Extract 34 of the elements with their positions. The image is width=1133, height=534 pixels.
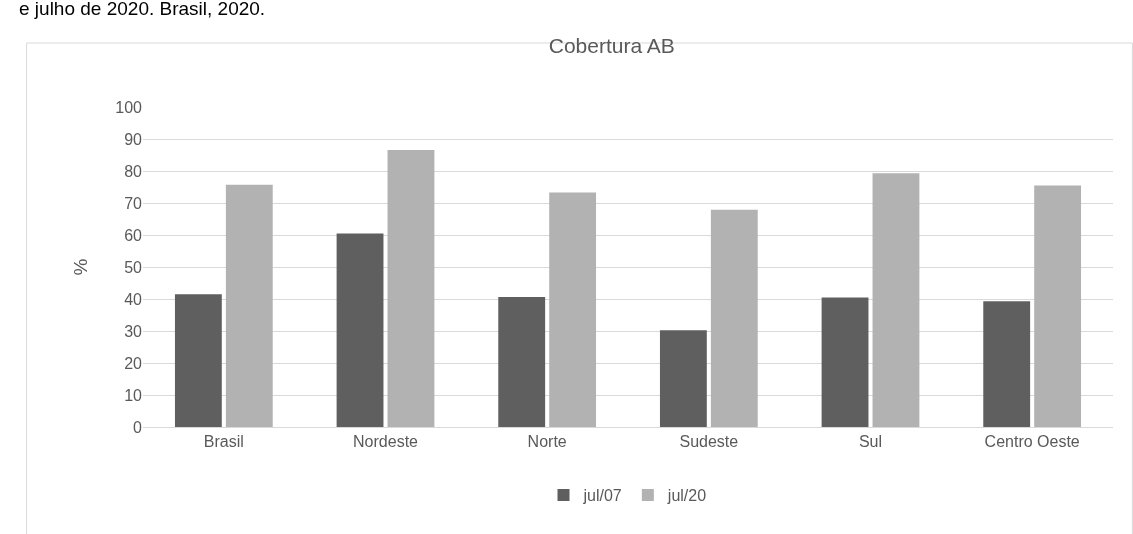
y-tick-label: 80: [124, 162, 143, 180]
bar: [498, 297, 546, 427]
bar: [1034, 185, 1082, 427]
bar: [174, 294, 222, 427]
x-tick-label: Centro Oeste: [984, 433, 1080, 451]
bar: [336, 233, 384, 427]
y-tick-label: 70: [124, 194, 143, 212]
text: e julho de 2020. Brasil, 2020.: [19, 0, 266, 19]
y-tick-label: 90: [124, 130, 143, 148]
bar: [821, 297, 869, 427]
legend-label: jul/07: [582, 487, 622, 505]
y-tick-label: 100: [115, 98, 143, 116]
y-tick-label: 40: [124, 290, 143, 308]
y-axis-title: %: [70, 258, 92, 276]
bar: [659, 330, 707, 427]
y-tick-label: 30: [124, 322, 143, 340]
bar: [387, 149, 435, 427]
y-tick-label: 50: [124, 258, 143, 276]
y-tick-label: 0: [133, 418, 143, 436]
bar: [225, 184, 273, 427]
bar: [549, 192, 597, 427]
x-tick-label: Nordeste: [353, 433, 419, 451]
x-tick-label: Brasil: [203, 433, 244, 451]
bar: [983, 301, 1031, 427]
x-tick-label: Norte: [527, 433, 567, 451]
legend-label: jul/20: [666, 487, 707, 505]
y-tick-label: 20: [124, 354, 143, 372]
chart-title: Cobertura AB: [548, 33, 675, 57]
bar: [872, 173, 920, 427]
y-tick-label: 60: [124, 226, 143, 244]
bar: [710, 209, 758, 427]
y-tick-label: 10: [124, 386, 143, 404]
x-tick-label: Sul: [858, 433, 883, 451]
x-tick-label: Sudeste: [679, 433, 739, 451]
